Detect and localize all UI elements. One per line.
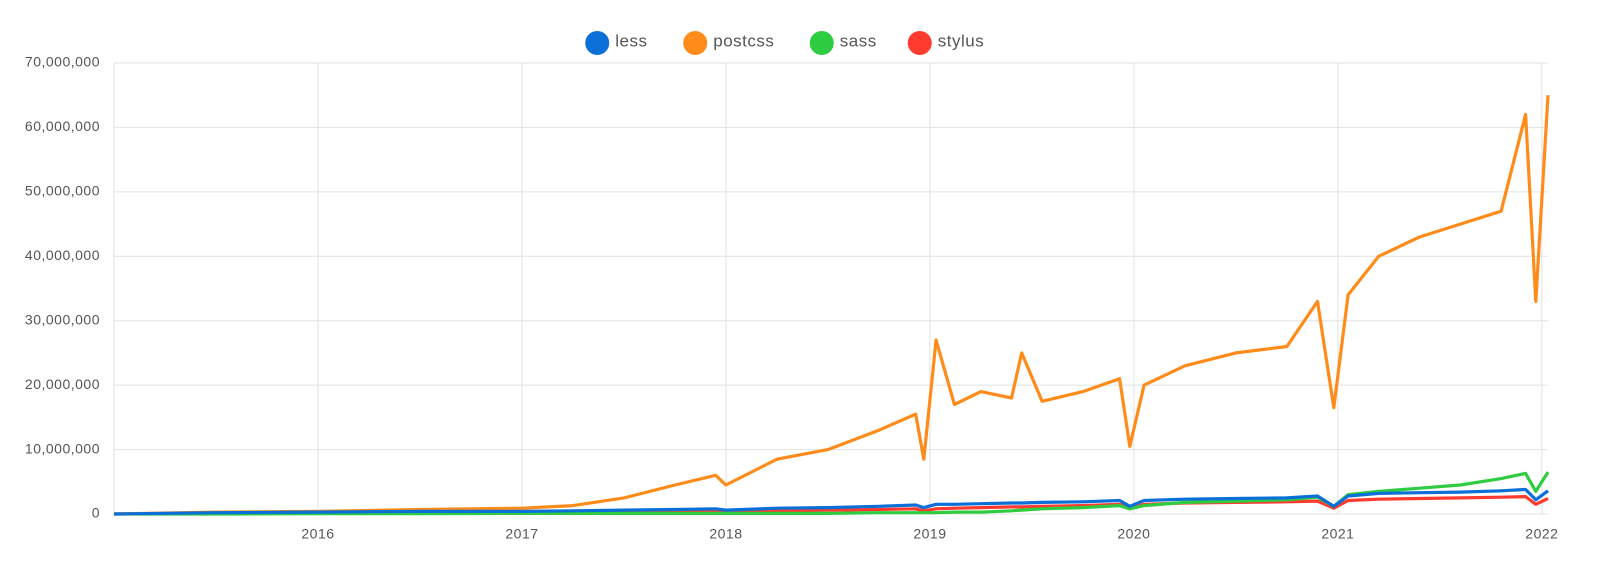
x-tick-label: 2019 bbox=[913, 526, 946, 542]
x-tick-label: 2022 bbox=[1525, 526, 1558, 542]
x-tick-label: 2016 bbox=[301, 526, 334, 542]
y-tick-label: 70,000,000 bbox=[25, 54, 100, 70]
legend-marker bbox=[809, 31, 834, 55]
x-tick-label: 2017 bbox=[505, 526, 538, 542]
series-line bbox=[114, 471, 1550, 516]
legend-label: less bbox=[615, 31, 647, 50]
legend-label: postcss bbox=[713, 31, 774, 50]
x-tick-label: 2021 bbox=[1321, 526, 1354, 542]
y-tick-label: 40,000,000 bbox=[25, 247, 100, 263]
legend: less postcss sass stylus bbox=[585, 31, 984, 55]
x-tick-label: 2018 bbox=[709, 526, 742, 542]
y-tick-label: 30,000,000 bbox=[25, 311, 100, 327]
y-tick-label: 0 bbox=[92, 505, 100, 521]
y-tick-label: 50,000,000 bbox=[25, 183, 100, 199]
legend-marker bbox=[907, 31, 932, 55]
legend-label: stylus bbox=[938, 31, 984, 50]
legend-marker bbox=[585, 31, 610, 55]
x-tick-label: 2020 bbox=[1117, 526, 1150, 542]
y-tick-label: 10,000,000 bbox=[25, 440, 100, 456]
legend-label: sass bbox=[840, 31, 877, 50]
y-tick-label: 60,000,000 bbox=[25, 118, 100, 134]
series-line bbox=[113, 487, 1549, 516]
y-tick-label: 20,000,000 bbox=[25, 376, 100, 392]
legend-marker bbox=[683, 31, 708, 55]
series-line bbox=[113, 95, 1550, 516]
